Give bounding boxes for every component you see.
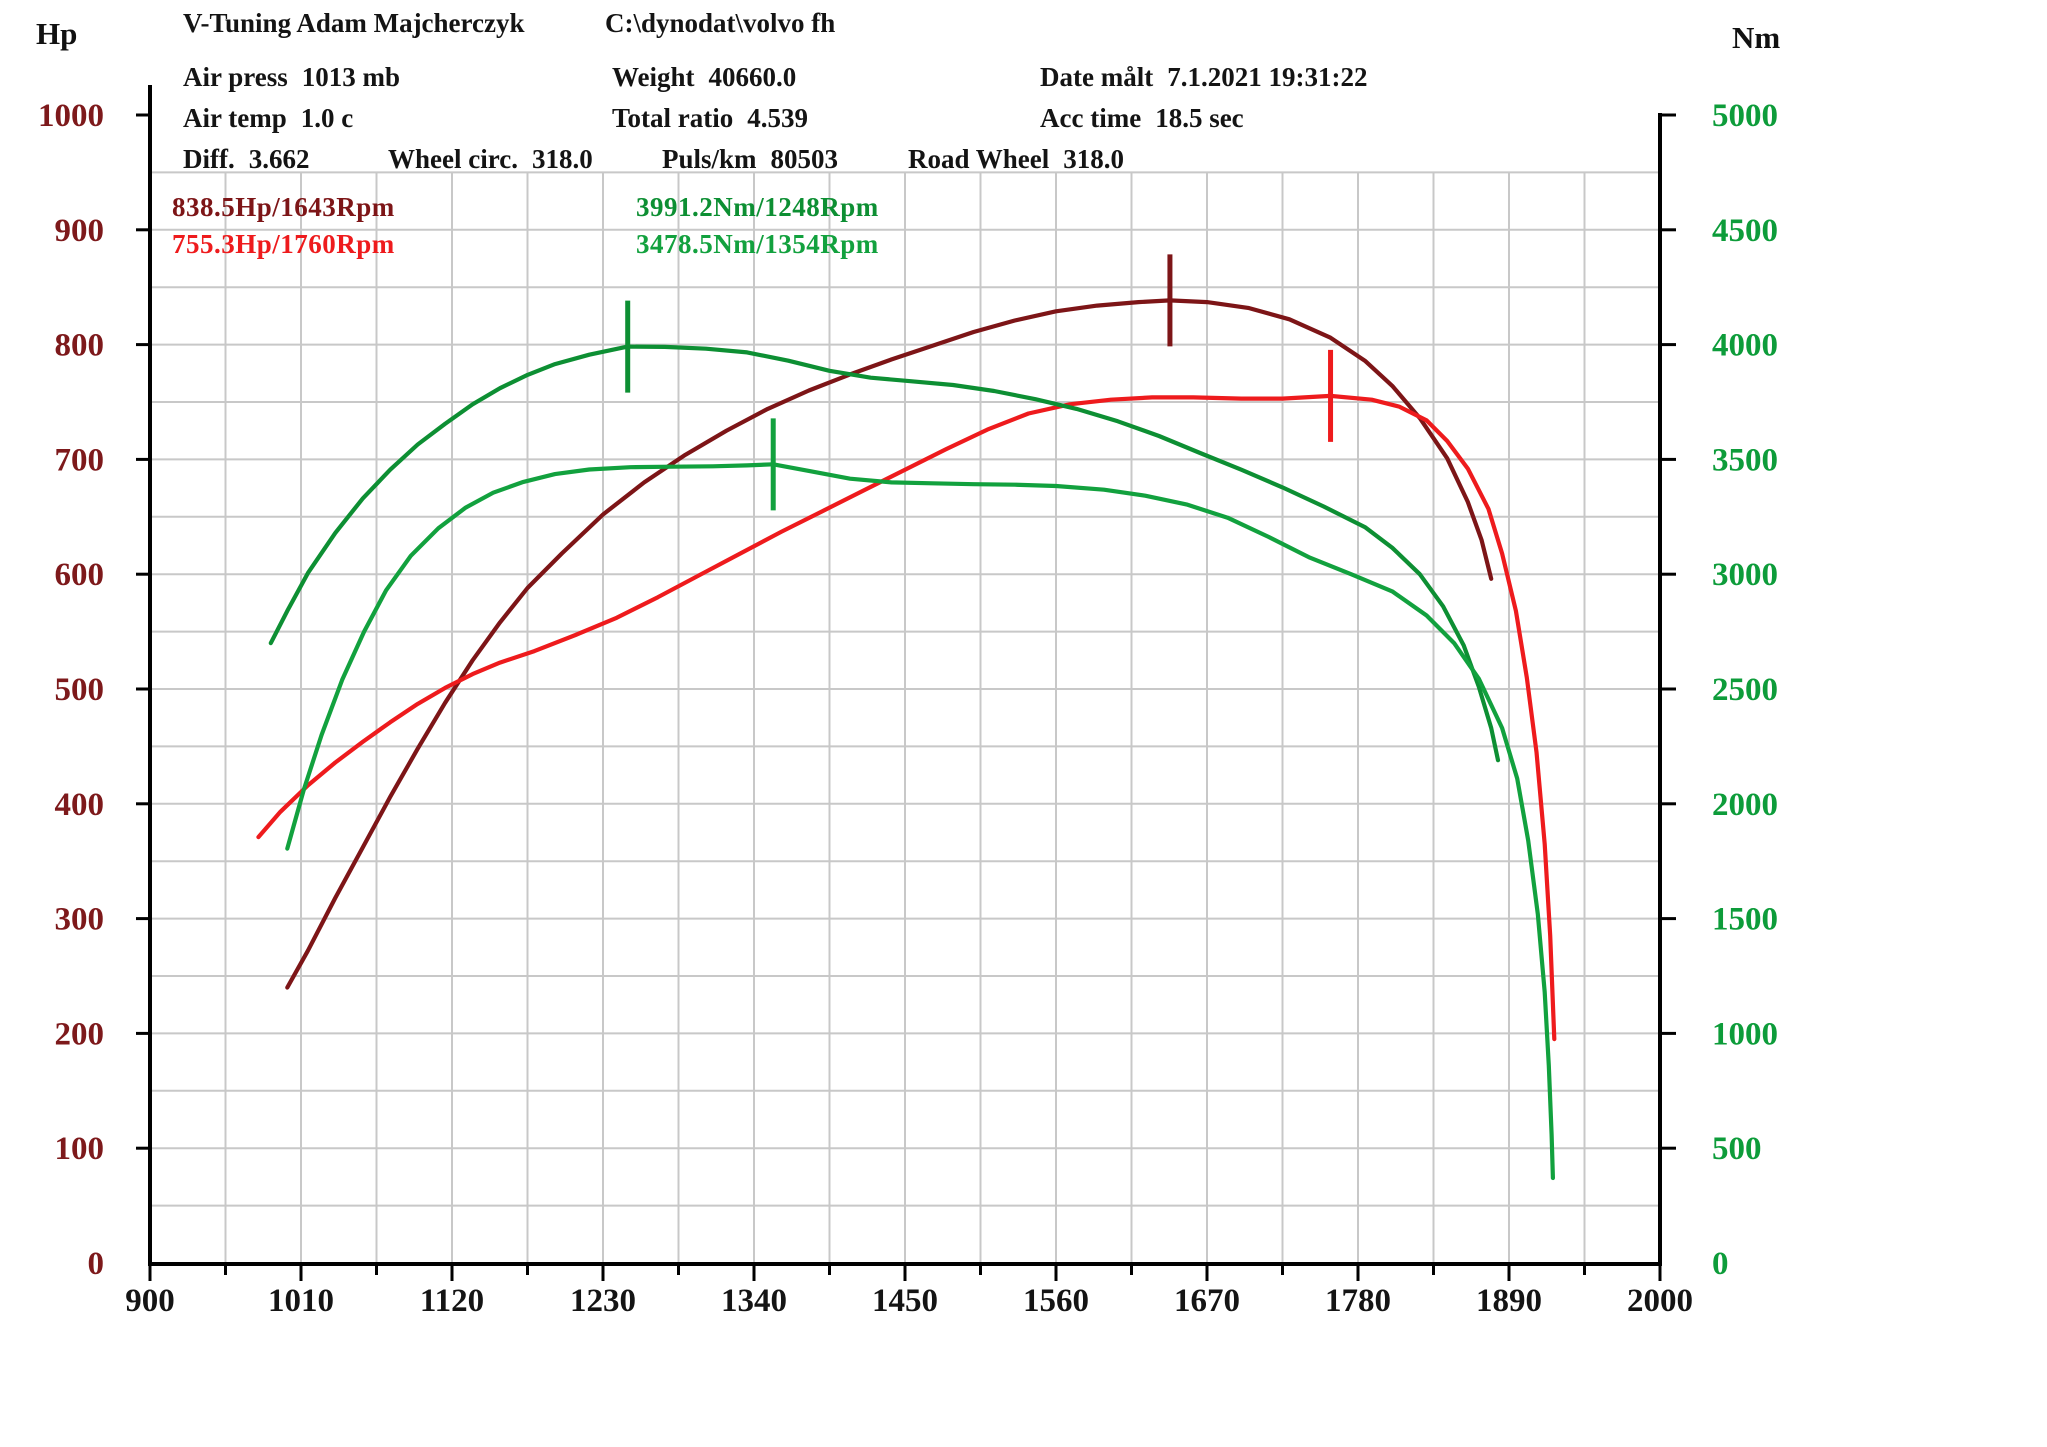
x-tick-label: 1780 [1325, 1283, 1391, 1319]
air-press-label: Air press [183, 62, 288, 92]
air-temp-label: Air temp [183, 103, 287, 133]
x-tick-label: 1890 [1476, 1283, 1542, 1319]
field-wheel-circ: Wheel circ. 318.0 [388, 146, 593, 173]
puls-km-label: Puls/km [662, 144, 757, 174]
nm-tick-label: 5000 [1712, 98, 1778, 134]
hp-tick-label: 400 [55, 787, 105, 823]
total-ratio-value: 4.539 [747, 103, 808, 133]
diff-label: Diff. [183, 144, 235, 174]
nm-tick-label: 0 [1712, 1246, 1729, 1282]
nm-tick-label: 500 [1712, 1131, 1762, 1167]
x-tick-label: 1120 [420, 1283, 484, 1319]
x-tick-label: 1230 [570, 1283, 636, 1319]
air-temp-value: 1.0 c [300, 103, 354, 133]
field-air-temp: Air temp 1.0 c [183, 105, 353, 132]
hp-tick-label: 1000 [38, 98, 104, 134]
x-tick-label: 2000 [1627, 1283, 1693, 1319]
road-wheel-label: Road Wheel [908, 144, 1050, 174]
wheel-circ-value: 318.0 [531, 144, 593, 174]
hp-tick-label: 800 [55, 328, 105, 364]
acc-time-value: 18.5 sec [1155, 103, 1244, 133]
wheel-circ-label: Wheel circ. [388, 144, 518, 174]
curve-hp_run1 [285, 298, 1494, 990]
nm-tick-label: 3500 [1712, 442, 1778, 478]
x-tick-label: 1340 [721, 1283, 787, 1319]
report-title: V-Tuning Adam Majcherczyk [183, 8, 525, 38]
hp-tick-label: 500 [55, 672, 105, 708]
hp-tick-label: 900 [55, 213, 105, 249]
date-value: 7.1.2021 19:31:22 [1167, 62, 1368, 92]
peak-label-hp-run1: 838.5Hp/1643Rpm [172, 192, 395, 222]
nm-tick-label: 1000 [1712, 1016, 1778, 1052]
field-puls-km: Puls/km 80503 [662, 146, 838, 173]
field-road-wheel: Road Wheel 318.0 [908, 146, 1124, 173]
file-path: C:\dynodat\volvo fh [605, 8, 836, 38]
nm-tick-label: 1500 [1712, 902, 1778, 938]
field-diff: Diff. 3.662 [183, 146, 309, 173]
hp-tick-label: 700 [55, 442, 105, 478]
nm-tick-label: 4000 [1712, 328, 1778, 364]
field-weight: Weight 40660.0 [612, 64, 796, 91]
hp-tick-label: 0 [88, 1246, 105, 1282]
diff-value: 3.662 [248, 144, 310, 174]
field-date: Date målt 7.1.2021 19:31:22 [1040, 64, 1367, 91]
field-total-ratio: Total ratio 4.539 [612, 105, 808, 132]
left-axis-title: Hp [36, 16, 78, 51]
peak-label-hp-run2: 755.3Hp/1760Rpm [172, 229, 395, 259]
field-air-press: Air press 1013 mb [183, 64, 400, 91]
right-axis-title: Nm [1732, 20, 1781, 55]
weight-label: Weight [612, 62, 695, 92]
field-acc-time: Acc time 18.5 sec [1040, 105, 1244, 132]
total-ratio-label: Total ratio [612, 103, 734, 133]
date-label: Date målt [1040, 62, 1154, 92]
hp-tick-label: 100 [55, 1131, 105, 1167]
air-press-value: 1013 mb [301, 62, 401, 92]
peak-label-nm-run2: 3478.5Nm/1354Rpm [636, 229, 879, 259]
curve-nm_run1 [268, 344, 1501, 763]
weight-value: 40660.0 [708, 62, 797, 92]
nm-tick-label: 4500 [1712, 213, 1778, 249]
x-tick-label: 1450 [872, 1283, 938, 1319]
road-wheel-value: 318.0 [1063, 144, 1125, 174]
x-tick-label: 900 [125, 1283, 175, 1319]
hp-tick-label: 200 [55, 1016, 105, 1052]
acc-time-label: Acc time [1040, 103, 1142, 133]
x-tick-label: 1010 [268, 1283, 334, 1319]
peak-label-nm-run1: 3991.2Nm/1248Rpm [636, 192, 879, 222]
hp-tick-label: 600 [55, 557, 105, 593]
x-tick-label: 1560 [1023, 1283, 1089, 1319]
nm-tick-label: 2000 [1712, 787, 1778, 823]
hp-tick-label: 300 [55, 902, 105, 938]
puls-km-value: 80503 [770, 144, 839, 174]
nm-tick-label: 3000 [1712, 557, 1778, 593]
x-tick-label: 1670 [1174, 1283, 1240, 1319]
nm-tick-label: 2500 [1712, 672, 1778, 708]
curve-nm_run2 [285, 462, 1556, 1181]
curve-hp_run2 [256, 393, 1557, 1042]
